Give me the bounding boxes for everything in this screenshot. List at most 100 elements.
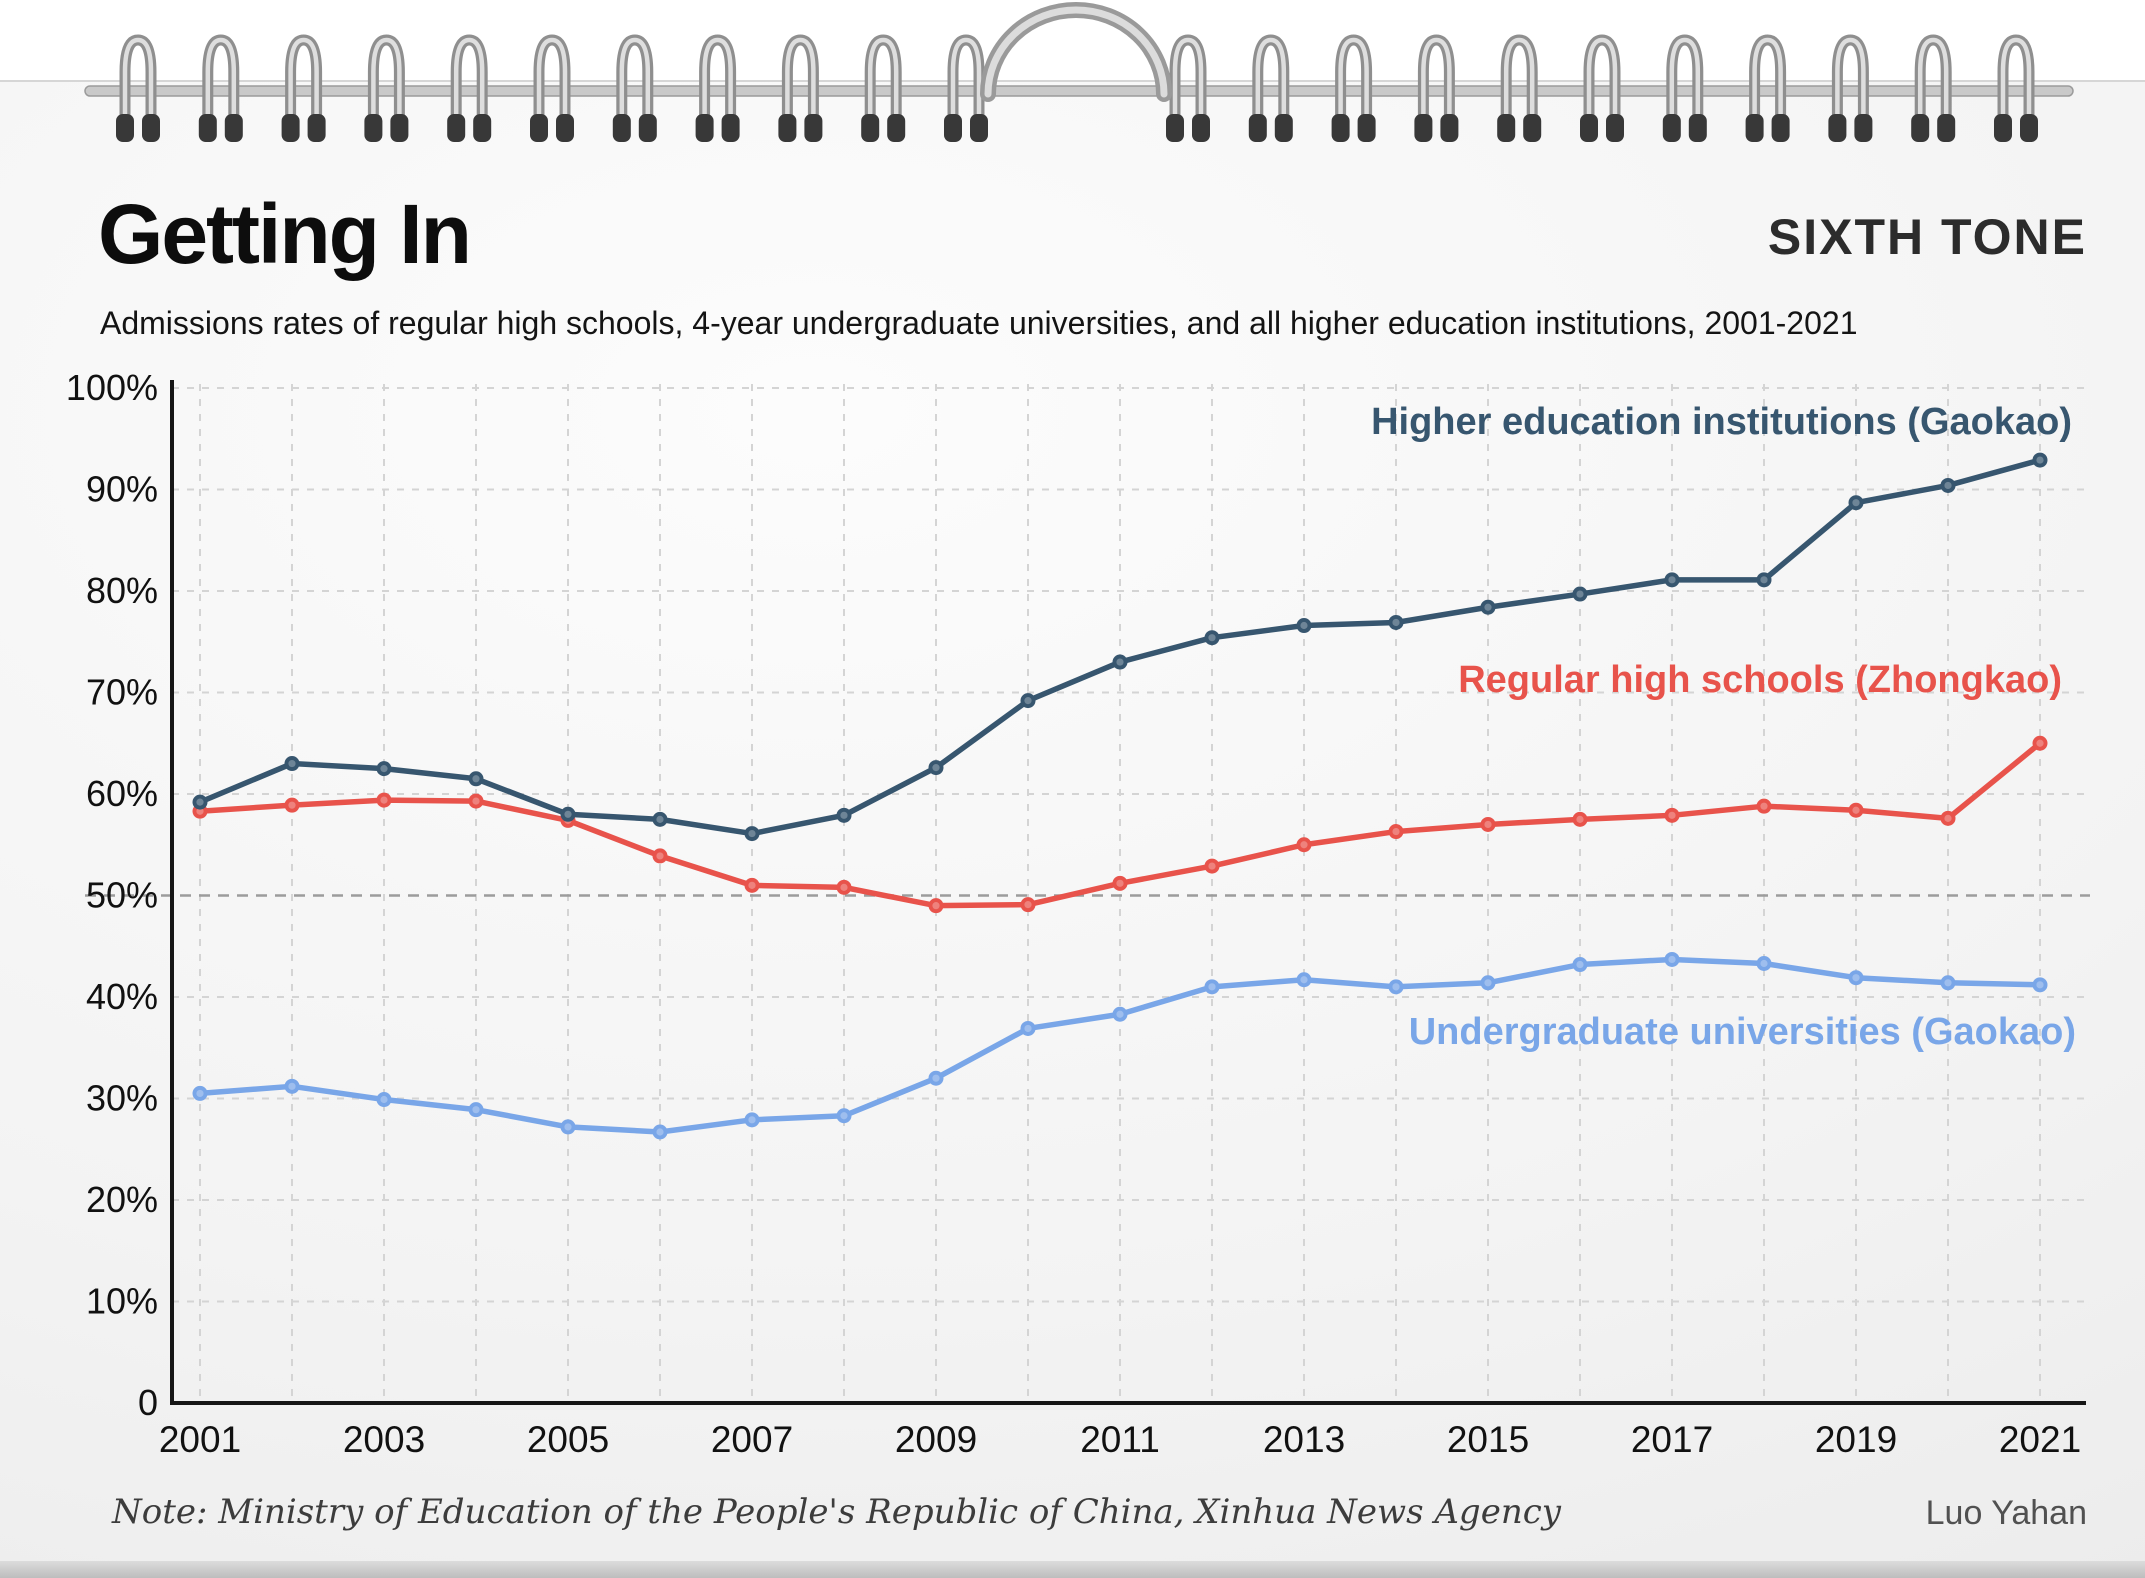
data-point xyxy=(1664,951,1680,967)
data-point xyxy=(1112,875,1128,891)
data-point xyxy=(1020,1020,1036,1036)
page-bottom-edge xyxy=(0,1561,2145,1578)
y-tick-label: 100% xyxy=(66,367,158,408)
data-point xyxy=(284,797,300,813)
data-point-highlight xyxy=(840,883,848,891)
data-point xyxy=(1388,614,1404,630)
x-tick-label: 2019 xyxy=(1815,1419,1897,1460)
spiral-binding xyxy=(84,2,2074,142)
data-point-highlight xyxy=(1668,576,1676,584)
data-point-highlight xyxy=(656,815,664,823)
data-point-highlight xyxy=(1208,983,1216,991)
data-point-highlight xyxy=(1944,814,1952,822)
binding-hole xyxy=(944,114,962,142)
binding-hole xyxy=(1662,114,1681,142)
data-point xyxy=(836,807,852,823)
x-tick-label: 2015 xyxy=(1447,1419,1529,1460)
data-point xyxy=(744,826,760,842)
data-point-highlight xyxy=(1024,1024,1032,1033)
data-point xyxy=(1112,654,1128,670)
data-point xyxy=(928,1070,944,1086)
binding-hole xyxy=(142,114,160,142)
data-point xyxy=(1296,618,1312,634)
binding-wire-highlight xyxy=(1586,37,1618,135)
data-point xyxy=(284,756,300,772)
data-point-highlight xyxy=(1392,983,1400,991)
hanger-arch-highlight xyxy=(984,6,1168,98)
data-point xyxy=(560,1119,576,1135)
data-point xyxy=(468,1102,484,1118)
data-point-highlight xyxy=(288,759,296,768)
binding-hole xyxy=(778,114,797,142)
data-point-highlight xyxy=(1576,960,1584,969)
data-point xyxy=(836,1108,852,1124)
data-point-highlight xyxy=(748,1116,756,1124)
data-point xyxy=(1848,970,1864,986)
binding-wire-highlight xyxy=(536,37,568,135)
data-point-highlight xyxy=(1944,979,1952,987)
binding-hole xyxy=(1994,114,2012,142)
binding-hole xyxy=(1248,114,1267,142)
y-tick-label: 50% xyxy=(86,875,158,916)
page-title: Getting In xyxy=(98,187,472,281)
x-tick-label: 2011 xyxy=(1080,1419,1160,1460)
data-point-highlight xyxy=(1208,634,1216,642)
data-point-highlight xyxy=(1024,697,1032,705)
x-tick-label: 2017 xyxy=(1631,1419,1713,1460)
data-point xyxy=(1664,572,1680,588)
data-point xyxy=(928,898,944,914)
binding-hole xyxy=(364,114,383,142)
data-point-highlight xyxy=(656,1128,664,1136)
binding-wire-highlight xyxy=(1421,37,1452,135)
data-point xyxy=(1756,956,1772,972)
x-tick-label: 2007 xyxy=(711,1419,793,1460)
binding-hole xyxy=(638,114,657,142)
binding-wire-highlight xyxy=(2000,37,2032,135)
data-point-highlight xyxy=(380,1095,388,1104)
binding-wire-highlight xyxy=(1503,37,1535,135)
data-point xyxy=(1940,477,1956,493)
data-point xyxy=(376,1092,392,1108)
data-point xyxy=(192,794,208,810)
binding-wire-highlight xyxy=(1338,37,1369,135)
data-point-highlight xyxy=(1760,576,1768,584)
data-point-highlight xyxy=(1852,806,1860,814)
binding-hole xyxy=(447,114,466,142)
binding-hole xyxy=(556,114,574,142)
binding-hole xyxy=(1606,114,1624,142)
binding-hole xyxy=(281,114,300,142)
data-point xyxy=(1756,572,1772,588)
data-point-highlight xyxy=(840,811,848,819)
binding-rod xyxy=(84,85,2074,97)
data-point xyxy=(1296,972,1312,988)
x-tick-label: 2013 xyxy=(1263,1419,1345,1460)
data-point xyxy=(652,848,668,864)
data-point-highlight xyxy=(1392,618,1400,627)
binding-hole xyxy=(1357,114,1376,142)
data-point xyxy=(1388,979,1404,995)
binding-hole xyxy=(887,114,906,142)
data-point-highlight xyxy=(748,829,756,838)
binding-hole xyxy=(1440,114,1459,142)
data-point-highlight xyxy=(196,798,204,806)
binding-hole xyxy=(390,114,409,142)
binding-hole xyxy=(2020,114,2038,142)
data-point-highlight xyxy=(1852,499,1860,507)
binding-wire-highlight xyxy=(1669,37,1701,135)
data-point xyxy=(192,1085,208,1101)
data-point-highlight xyxy=(288,1082,296,1090)
binding-wire-highlight xyxy=(1917,37,1949,135)
data-point-highlight xyxy=(1300,621,1308,630)
binding-wire-highlight xyxy=(702,37,733,135)
data-point-highlight xyxy=(380,765,388,773)
data-point xyxy=(1756,798,1772,814)
chart-subtitle: Admissions rates of regular high schools… xyxy=(100,305,1858,341)
binding-hole xyxy=(1192,114,1210,142)
binding-hole xyxy=(1828,114,1847,142)
data-point xyxy=(928,760,944,776)
binding-wire-highlight xyxy=(1835,37,1866,135)
binding-wire-highlight xyxy=(950,37,982,135)
data-point-highlight xyxy=(196,807,204,815)
data-point xyxy=(1112,1006,1128,1022)
